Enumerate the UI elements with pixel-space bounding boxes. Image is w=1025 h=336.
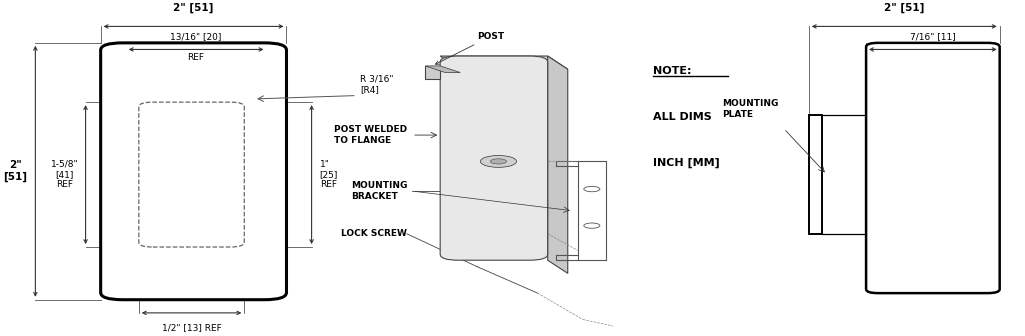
FancyBboxPatch shape <box>440 56 547 260</box>
Text: R 3/16"
[R4]: R 3/16" [R4] <box>360 75 394 94</box>
Text: 1-5/8"
[41]
REF: 1-5/8" [41] REF <box>51 160 79 190</box>
Text: 1/2" [13] REF: 1/2" [13] REF <box>162 323 221 332</box>
Text: 2"
[51]: 2" [51] <box>3 160 28 182</box>
Polygon shape <box>547 56 568 274</box>
Text: ALL DIMS: ALL DIMS <box>653 112 712 122</box>
Polygon shape <box>425 66 460 73</box>
Polygon shape <box>425 66 440 79</box>
FancyBboxPatch shape <box>100 43 287 300</box>
Circle shape <box>584 186 600 192</box>
Circle shape <box>490 159 506 164</box>
Polygon shape <box>440 56 568 69</box>
Text: MOUNTING
BRACKET: MOUNTING BRACKET <box>351 181 407 201</box>
Text: 7/16" [11]: 7/16" [11] <box>910 32 955 41</box>
Text: LOCK SCREW: LOCK SCREW <box>341 229 407 238</box>
Text: MOUNTING
PLATE: MOUNTING PLATE <box>723 99 779 119</box>
Text: 1"
[25]
REF: 1" [25] REF <box>320 160 338 190</box>
Text: NOTE:: NOTE: <box>653 66 692 76</box>
Text: POST: POST <box>436 32 504 64</box>
Text: 2" [51]: 2" [51] <box>885 3 925 13</box>
Text: 2" [51]: 2" [51] <box>173 3 214 13</box>
Bar <box>809 115 822 234</box>
Circle shape <box>584 223 600 228</box>
Text: REF: REF <box>188 53 205 62</box>
Text: 13/16" [20]: 13/16" [20] <box>170 32 221 41</box>
Circle shape <box>481 156 517 167</box>
Text: POST WELDED
TO FLANGE: POST WELDED TO FLANGE <box>334 125 407 145</box>
Text: INCH [MM]: INCH [MM] <box>653 158 720 168</box>
FancyBboxPatch shape <box>138 102 244 247</box>
FancyBboxPatch shape <box>866 43 999 293</box>
